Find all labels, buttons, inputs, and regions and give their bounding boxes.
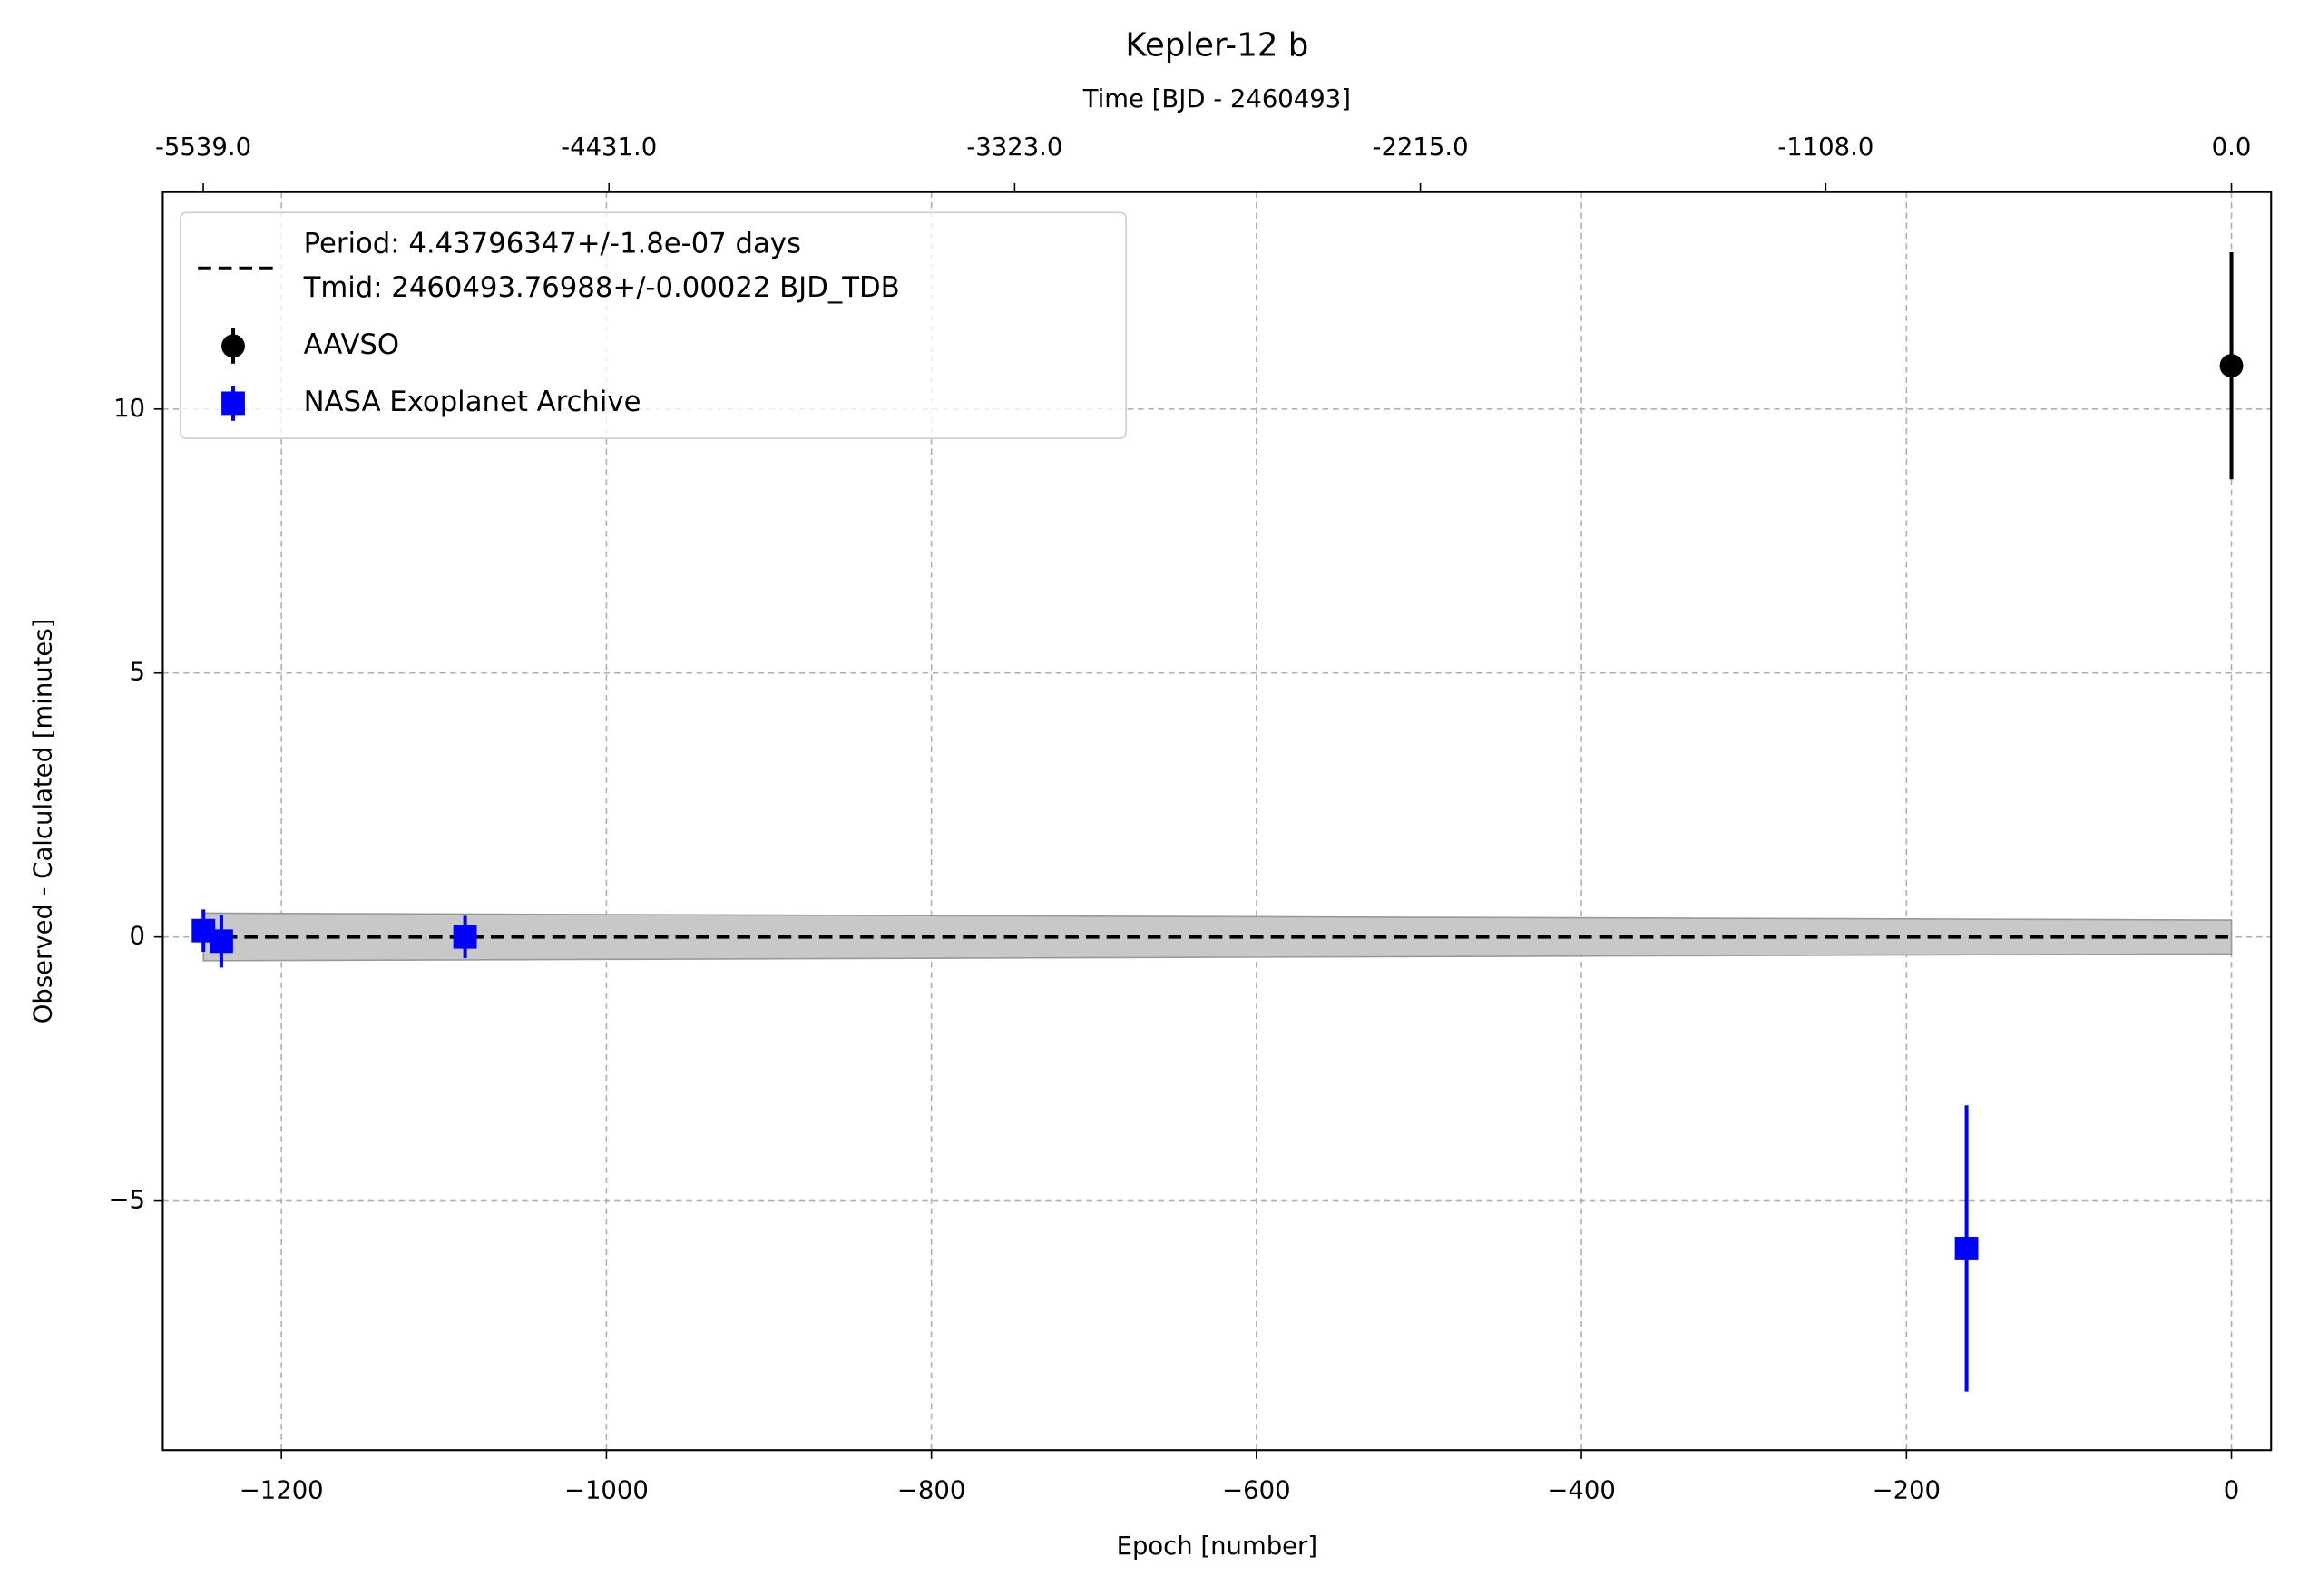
y-tick-label: 5 [130,659,145,687]
x2-tick-label: -2215.0 [1373,133,1469,162]
y-tick-label: −5 [109,1187,146,1215]
x-tick-label: −1000 [564,1476,649,1504]
data-point [209,929,233,954]
legend-marker [221,334,245,358]
plot-frame [161,191,2273,1452]
x-tick-label: 0 [2224,1476,2239,1504]
data-point [1954,1237,1979,1260]
legend-marker [221,391,245,416]
legend-label: Tmid: 2460493.76988+/-0.00022 BJD_TDB [303,272,900,304]
x2-tick-label: -4431.0 [561,133,657,162]
x2-tick-label: -5539.0 [155,133,251,162]
legend-box [180,211,1127,439]
legend-label: Period: 4.43796347+/-1.8e-07 days [304,228,801,259]
x-tick-label: −800 [897,1476,965,1504]
x-tick-label: −200 [1873,1476,1941,1504]
x2-tick-label: -3323.0 [966,133,1062,162]
x-tick-label: −600 [1222,1476,1290,1504]
x-tick-label: −1200 [240,1476,324,1504]
y-tick-label: 0 [130,923,145,951]
legend-label: AAVSO [304,329,400,361]
data-point [453,925,477,949]
y-axis-label: Observed - Calculated [minutes] [30,619,58,1024]
legend-label: NASA Exoplanet Archive [304,387,641,418]
x2-tick-label: 0.0 [2212,133,2252,162]
data-point [2219,354,2244,378]
y-tick-label: 10 [113,395,145,423]
x-axis-label: Epoch [number] [1117,1532,1317,1561]
chart-title: Kepler-12 b [1125,27,1308,64]
x2-axis-label: Time [BJD - 2460493] [1082,85,1351,113]
x2-tick-label: -1108.0 [1777,133,1873,162]
x-tick-label: −400 [1547,1476,1615,1504]
